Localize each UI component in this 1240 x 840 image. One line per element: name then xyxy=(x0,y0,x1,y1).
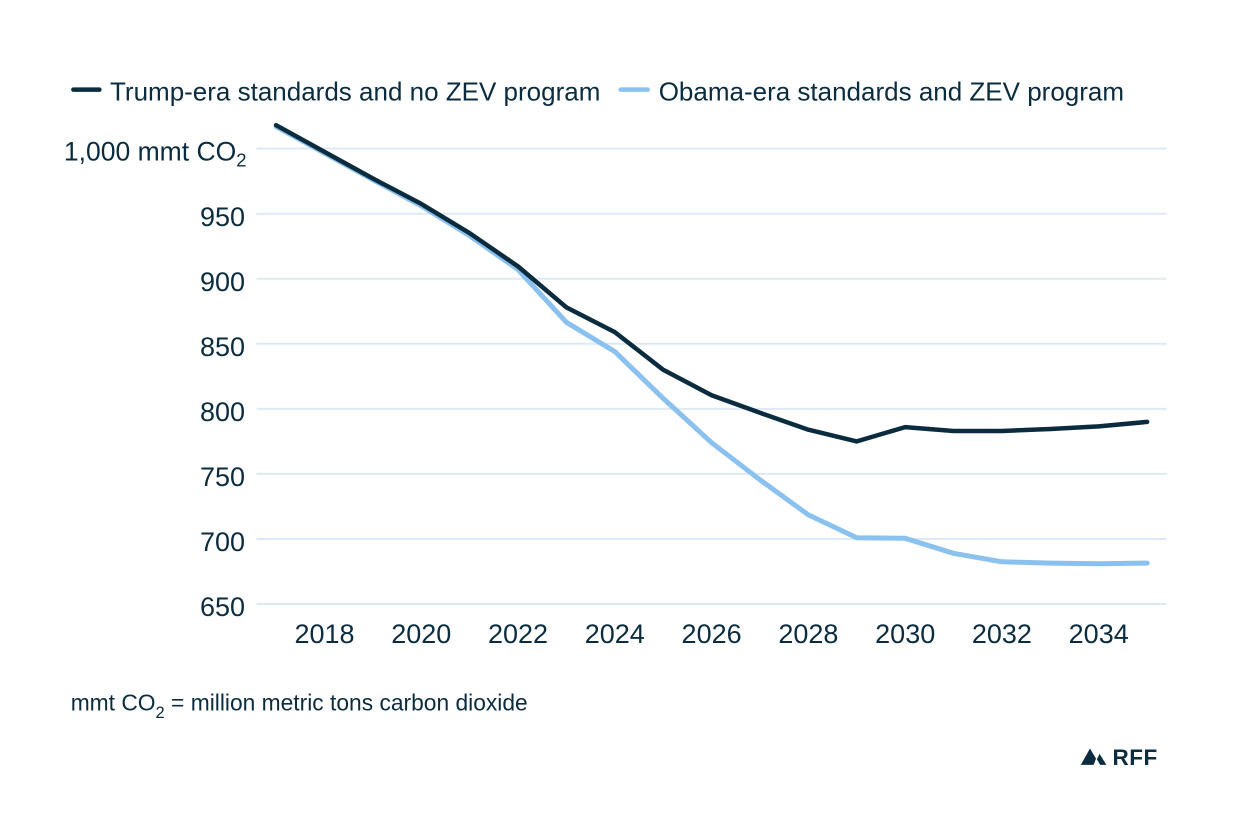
svg-text:2028: 2028 xyxy=(778,619,838,649)
svg-text:650: 650 xyxy=(200,592,245,622)
svg-text:750: 750 xyxy=(200,462,245,492)
svg-text:2026: 2026 xyxy=(682,619,742,649)
svg-text:2022: 2022 xyxy=(488,619,548,649)
svg-text:2030: 2030 xyxy=(875,619,935,649)
svg-text:2024: 2024 xyxy=(585,619,645,649)
svg-text:700: 700 xyxy=(200,527,245,557)
svg-text:Trump-era standards and no ZEV: Trump-era standards and no ZEV program xyxy=(110,77,600,107)
svg-text:Obama-era standards and ZEV pr: Obama-era standards and ZEV program xyxy=(659,77,1124,107)
svg-text:2034: 2034 xyxy=(1069,619,1129,649)
svg-text:800: 800 xyxy=(200,397,245,427)
svg-text:850: 850 xyxy=(200,332,245,362)
svg-text:2032: 2032 xyxy=(972,619,1032,649)
svg-text:1,000 mmt CO2: 1,000 mmt CO2 xyxy=(64,137,247,171)
svg-text:900: 900 xyxy=(200,267,245,297)
svg-text:RFF: RFF xyxy=(1113,745,1158,770)
svg-text:950: 950 xyxy=(200,202,245,232)
svg-text:2018: 2018 xyxy=(294,619,354,649)
svg-text:2020: 2020 xyxy=(391,619,451,649)
